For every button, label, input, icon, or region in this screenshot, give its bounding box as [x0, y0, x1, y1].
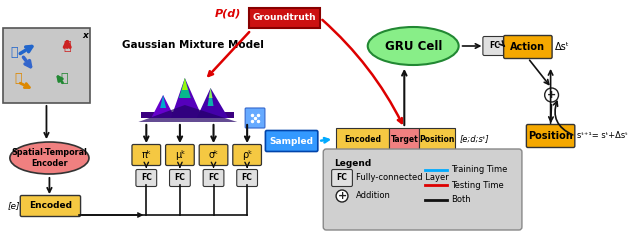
Text: +: + — [547, 90, 556, 100]
Text: FC: FC — [141, 173, 152, 182]
FancyBboxPatch shape — [233, 144, 262, 165]
FancyBboxPatch shape — [504, 35, 552, 59]
Text: x: x — [82, 30, 88, 39]
Text: Target: Target — [390, 135, 418, 143]
Polygon shape — [207, 88, 214, 106]
FancyBboxPatch shape — [483, 37, 506, 55]
Text: [e]: [e] — [8, 202, 20, 211]
FancyBboxPatch shape — [526, 125, 575, 148]
FancyBboxPatch shape — [203, 169, 224, 186]
Polygon shape — [171, 78, 203, 118]
Polygon shape — [196, 88, 228, 118]
FancyBboxPatch shape — [136, 169, 157, 186]
FancyBboxPatch shape — [166, 144, 195, 165]
FancyBboxPatch shape — [237, 169, 257, 186]
Text: Fully-connected Layer: Fully-connected Layer — [356, 173, 449, 182]
Ellipse shape — [368, 27, 459, 65]
Text: ⬆: ⬆ — [10, 39, 22, 55]
FancyBboxPatch shape — [332, 169, 353, 186]
Text: Spatial-Temporal
Encoder: Spatial-Temporal Encoder — [12, 148, 88, 168]
Text: Position: Position — [528, 131, 573, 141]
Text: Legend: Legend — [334, 159, 371, 168]
Text: 🚶: 🚶 — [10, 46, 17, 59]
Text: Encoded: Encoded — [344, 135, 381, 143]
Polygon shape — [141, 112, 234, 118]
Polygon shape — [179, 78, 191, 98]
Text: 🚶: 🚶 — [63, 41, 71, 54]
Text: Groundtruth: Groundtruth — [253, 13, 317, 22]
FancyBboxPatch shape — [199, 144, 228, 165]
Text: Gaussian Mixture Model: Gaussian Mixture Model — [122, 40, 264, 50]
FancyBboxPatch shape — [419, 128, 454, 150]
Ellipse shape — [10, 142, 89, 174]
Text: Encoded: Encoded — [29, 202, 72, 211]
Text: GRU Cell: GRU Cell — [385, 39, 442, 52]
Text: +: + — [337, 191, 347, 201]
Circle shape — [545, 88, 559, 102]
Text: FC: FC — [242, 173, 253, 182]
Text: 🚶: 🚶 — [61, 72, 68, 84]
Polygon shape — [151, 95, 175, 118]
FancyBboxPatch shape — [336, 128, 390, 150]
Text: ρᵏ: ρᵏ — [242, 150, 252, 160]
FancyBboxPatch shape — [323, 149, 522, 230]
Text: 🚶: 🚶 — [14, 72, 22, 84]
FancyBboxPatch shape — [249, 8, 320, 28]
FancyBboxPatch shape — [20, 195, 81, 216]
Text: FC: FC — [337, 173, 348, 182]
Text: Training Time: Training Time — [451, 165, 507, 174]
Text: σᵏ: σᵏ — [209, 150, 219, 160]
Text: Testing Time: Testing Time — [451, 181, 504, 190]
FancyBboxPatch shape — [132, 144, 161, 165]
Polygon shape — [160, 95, 166, 108]
Text: μᵏ: μᵏ — [175, 150, 185, 160]
Polygon shape — [182, 78, 188, 90]
Text: Sampled: Sampled — [269, 136, 314, 146]
Text: FC: FC — [208, 173, 219, 182]
Text: [e;d;sᵗ]: [e;d;sᵗ] — [460, 135, 490, 143]
Polygon shape — [138, 105, 237, 122]
FancyBboxPatch shape — [390, 128, 419, 150]
Text: Both: Both — [451, 195, 470, 205]
Text: Position: Position — [419, 135, 454, 143]
Text: Action: Action — [510, 42, 545, 52]
Text: P(d): P(d) — [215, 9, 241, 19]
Circle shape — [336, 190, 348, 202]
FancyBboxPatch shape — [245, 108, 265, 128]
Text: Addition: Addition — [356, 191, 391, 201]
Polygon shape — [209, 88, 212, 98]
Text: FC: FC — [175, 173, 186, 182]
FancyBboxPatch shape — [3, 28, 90, 103]
Text: FC: FC — [489, 42, 500, 51]
FancyBboxPatch shape — [170, 169, 190, 186]
FancyBboxPatch shape — [266, 131, 318, 152]
Text: Δsᵗ: Δsᵗ — [554, 42, 570, 52]
Text: sᵗ⁺¹= sᵗ+Δsᵗ: sᵗ⁺¹= sᵗ+Δsᵗ — [577, 131, 628, 140]
Text: πᵏ: πᵏ — [141, 150, 151, 160]
